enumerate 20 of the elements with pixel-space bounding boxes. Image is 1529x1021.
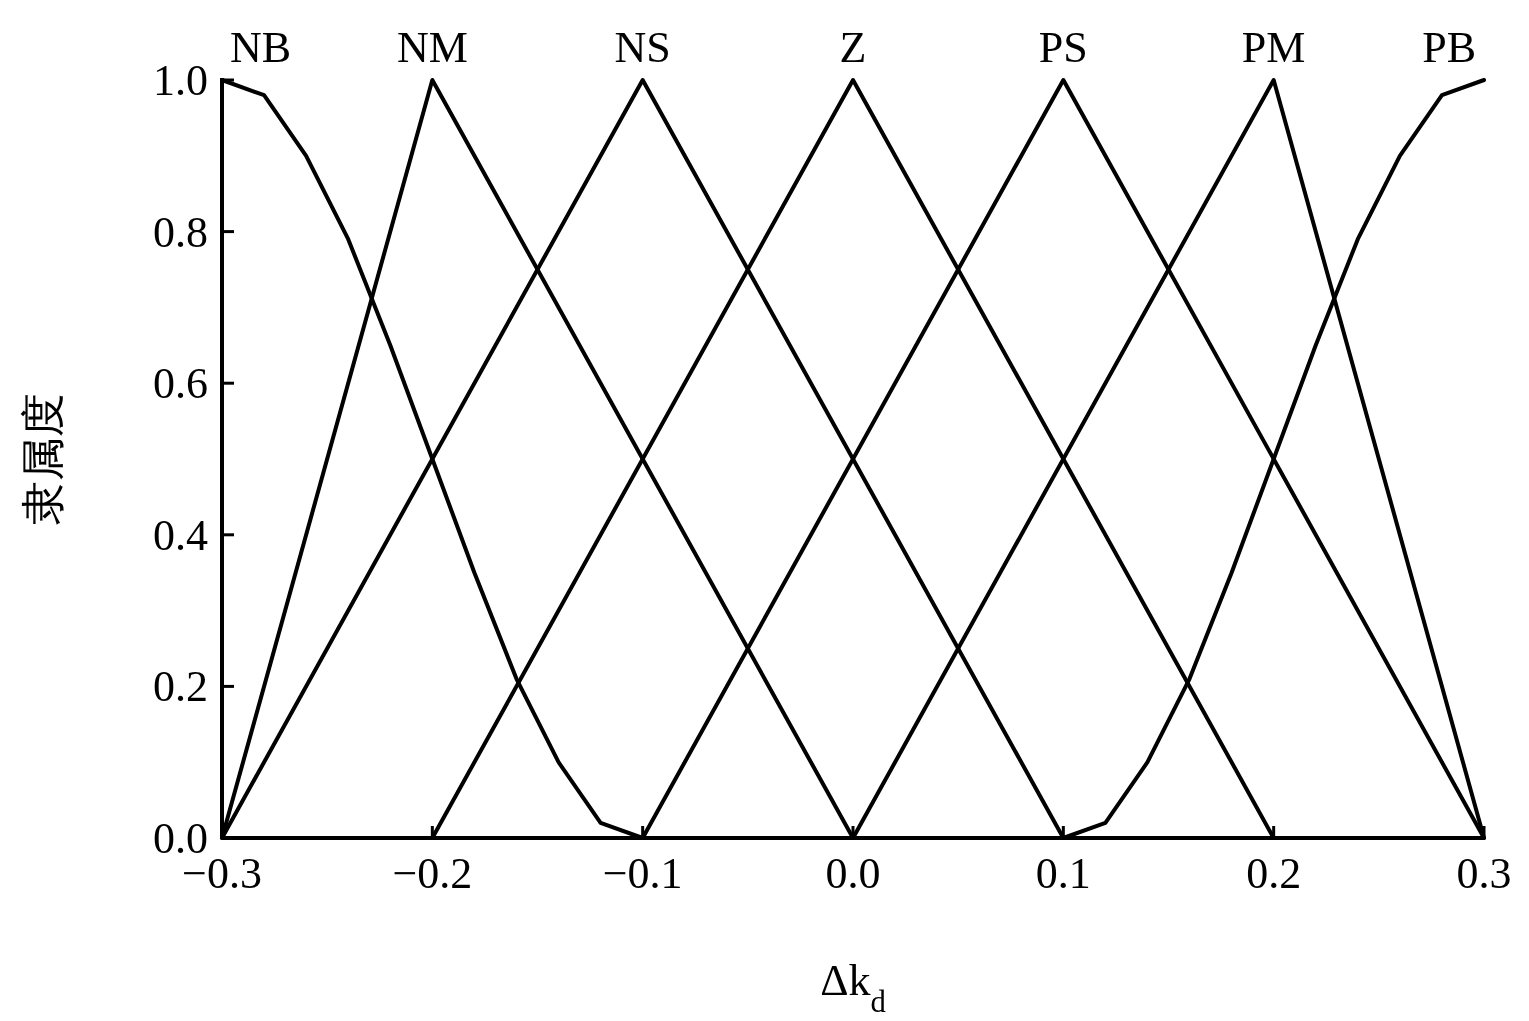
series-label: NM — [396, 23, 468, 72]
y-tick-label: 0.6 — [153, 359, 208, 409]
y-tick-label: 0.2 — [153, 662, 208, 712]
x-tick-label: 0.2 — [1246, 849, 1302, 898]
series-label: PS — [1038, 23, 1088, 72]
y-tick-label: 1.0 — [153, 56, 208, 105]
series-label: PM — [1241, 23, 1306, 72]
x-tick-label: 0.0 — [825, 849, 881, 898]
y-tick-label: 0.8 — [153, 207, 208, 257]
series-label: Z — [839, 23, 867, 72]
x-axis-title: Δk$_{d}$ — [820, 956, 887, 1019]
y-axis-title: 隶属度 — [19, 393, 68, 525]
y-tick-label: 0.4 — [153, 510, 208, 560]
series-label: PB — [1422, 23, 1476, 72]
series-label: NS — [614, 23, 671, 72]
series-label: NB — [230, 23, 292, 72]
x-tick-label: −0.2 — [392, 849, 473, 898]
x-tick-label: 0.1 — [1035, 849, 1091, 898]
x-tick-label: −0.1 — [602, 849, 683, 898]
x-tick-label: 0.3 — [1456, 849, 1512, 898]
